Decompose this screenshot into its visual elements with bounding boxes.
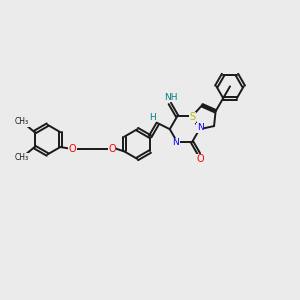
- Text: NH: NH: [164, 93, 177, 102]
- Text: O: O: [197, 154, 205, 164]
- Text: N: N: [197, 123, 203, 132]
- Text: H: H: [149, 113, 156, 122]
- Text: O: O: [68, 143, 76, 154]
- Text: N: N: [172, 138, 179, 147]
- Text: CH₃: CH₃: [15, 117, 29, 126]
- Text: CH₃: CH₃: [15, 153, 29, 162]
- Text: O: O: [108, 143, 116, 154]
- Text: S: S: [190, 112, 196, 122]
